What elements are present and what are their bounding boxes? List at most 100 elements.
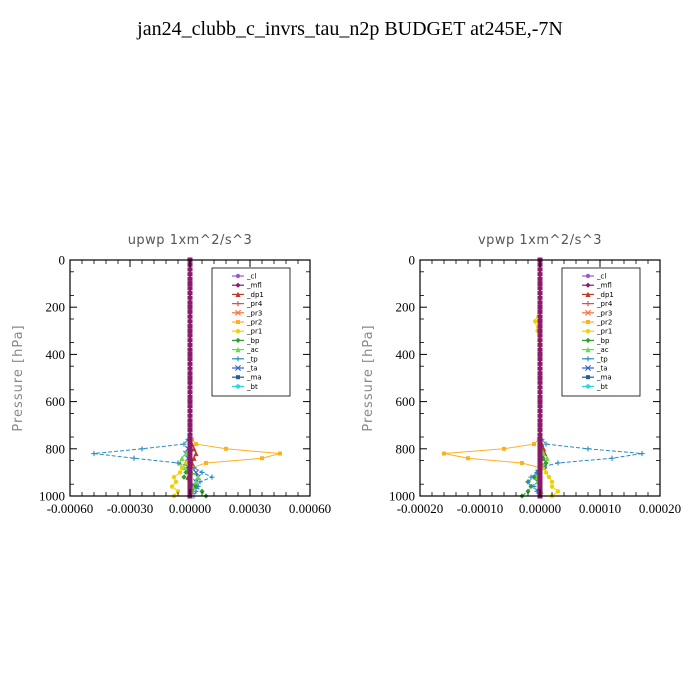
data-point [183,469,189,475]
legend-marker [585,291,591,297]
data-point [585,446,591,452]
data-point [531,483,537,490]
data-point [537,300,543,305]
x-tick-label: -0.00020 [397,501,444,516]
legend-marker [235,291,241,297]
legend-label: _bp [596,337,610,345]
y-tick-label: 1000 [389,489,415,504]
data-point [187,305,193,310]
data-point [528,474,534,480]
data-point [187,456,193,461]
data-point [532,442,536,447]
data-point [187,352,193,357]
data-point [204,460,208,465]
data-point [537,328,543,333]
legend-label: _dp1 [246,291,264,299]
legend-marker [235,309,241,316]
data-point [187,394,193,399]
data-point [187,371,193,376]
legend: _cl_mfl_dp1_pr4_pr3_pr2_pr1_bp_ac_tp_ta_… [561,267,641,397]
data-point [187,361,193,366]
data-point [537,267,543,272]
legend-marker [585,301,591,307]
data-point [537,357,543,362]
data-point [187,276,193,281]
data-point [187,479,193,484]
data-point [187,451,193,456]
chart-panel-1: upwp 1xm^2/s^3 Pressure [hPa] -0.00060 -0.0… [11,233,331,516]
data-point [555,460,561,466]
data-point [187,324,193,329]
data-point [187,475,193,480]
y-tick-label: 1000 [39,489,65,504]
data-point [187,446,193,451]
series-line-pr2 [443,260,541,496]
data-point [187,413,193,418]
data-point [537,385,543,390]
y-tick-label: 800 [46,441,66,456]
data-point [537,409,543,414]
data-point [537,413,543,418]
y-tick-label: 0 [59,253,66,268]
legend-marker [235,384,241,389]
legend-marker [585,356,591,362]
legend-label: _tp [246,355,258,363]
legend-label: _bp [246,337,260,345]
legend-label: _pr2 [246,319,262,327]
legend-marker [235,301,241,307]
data-point [537,319,543,324]
data-point [537,432,543,437]
legend-label: _pr4 [246,300,263,308]
data-point [187,432,193,437]
data-point [197,479,203,485]
data-point [543,460,549,466]
data-point [537,276,543,281]
legend-marker [235,347,241,353]
data-point [193,479,199,485]
chart-panel-2: vpwp 1xm^2/s^3 Pressure [hPa] -0.00020 -0.0… [361,233,681,516]
y-axis-label: Pressure [hPa] [361,324,376,431]
data-point [195,474,201,480]
data-point [175,460,181,466]
legend-marker [585,337,591,343]
y-tick-label: 600 [396,394,416,409]
data-point [187,309,193,314]
data-point [187,300,193,305]
legend-marker [585,347,591,353]
data-point [543,441,549,447]
legend-marker [235,273,241,279]
data-point [537,376,543,380]
data-point [537,475,543,480]
data-point [199,488,205,494]
data-point [537,314,543,319]
data-point [537,437,543,442]
data-point [187,390,193,395]
series-group [91,257,282,499]
legend-marker [585,365,591,371]
data-point [177,470,183,475]
figure-title: jan24_clubb_c_invrs_tau_n2p BUDGET at245… [137,18,563,40]
data-point [537,465,543,470]
y-tick-label: 200 [396,300,416,315]
data-point [191,455,197,461]
legend-label: _mfl [596,282,612,290]
data-point [187,272,193,277]
data-point [209,474,215,480]
data-point [187,333,193,338]
data-point [609,455,615,461]
data-point [187,484,193,489]
data-point [187,385,193,390]
data-point [187,465,193,470]
data-point [224,446,228,451]
data-point [639,450,645,457]
legend-marker [236,320,240,324]
data-point [181,474,187,480]
data-point [537,324,543,329]
data-point [537,281,543,286]
data-point [537,371,543,376]
data-point [537,399,543,404]
legend-box [211,267,291,397]
data-point [537,366,543,371]
data-point [187,295,193,300]
data-point [187,423,193,428]
